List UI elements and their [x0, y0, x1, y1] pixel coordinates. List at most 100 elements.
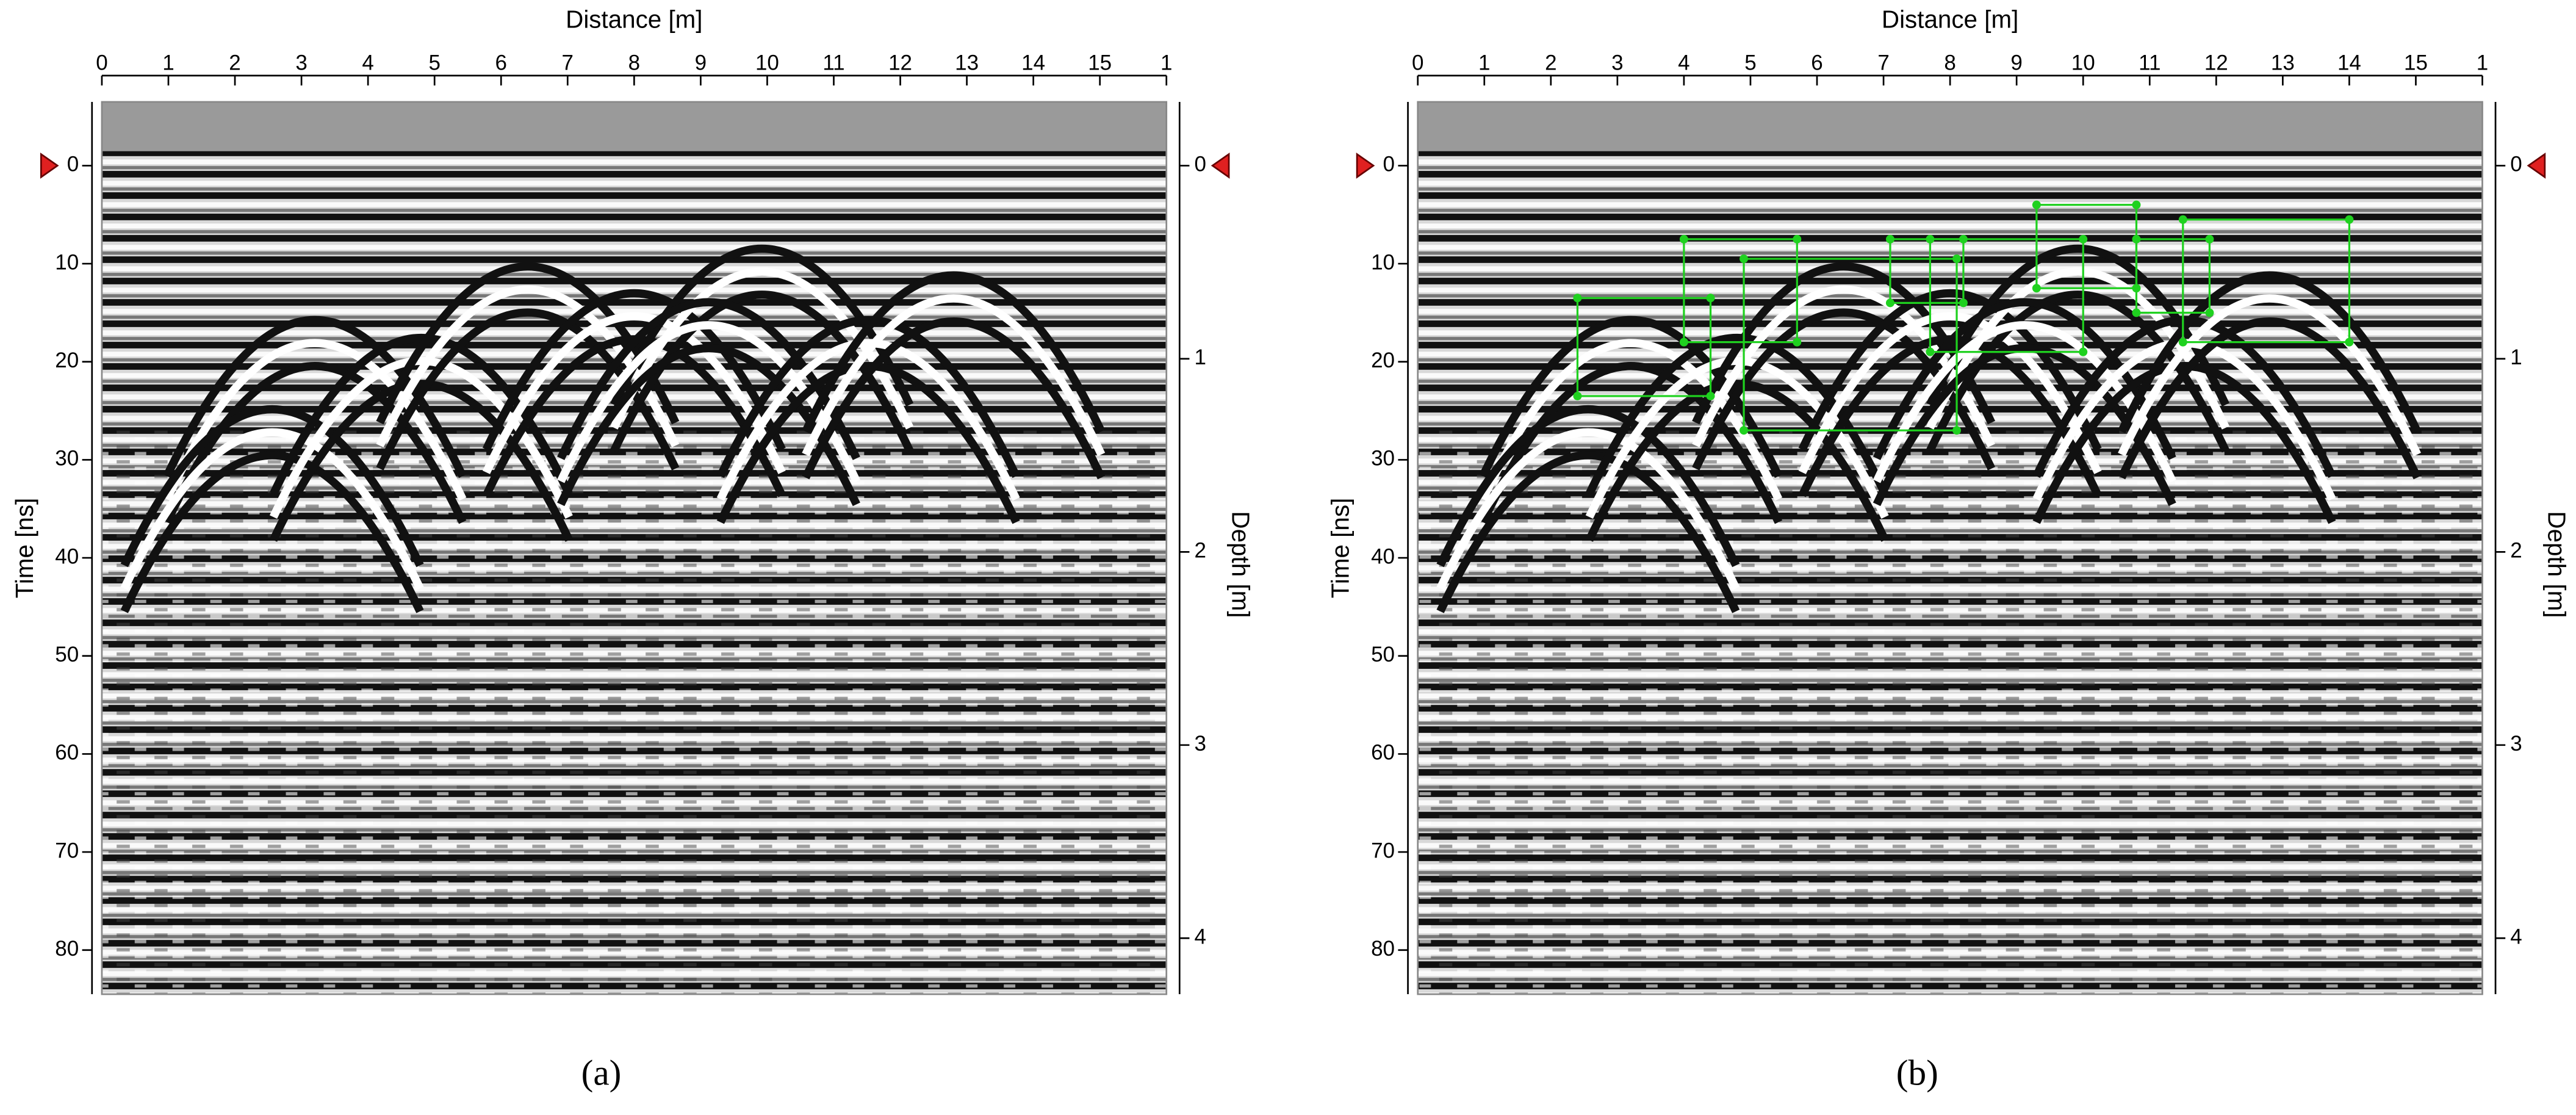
reflection: [120, 428, 424, 590]
x-tick-label: 15: [1088, 51, 1112, 74]
reflection: [1873, 298, 2176, 460]
box-corner: [2345, 215, 2354, 224]
air-band: [101, 101, 1167, 151]
reflection: [120, 451, 424, 613]
x-tick-label: 10: [755, 51, 779, 74]
box-corner: [2032, 200, 2041, 209]
x-tick-label: 1: [2477, 51, 2488, 74]
x-axis-title: Distance [m]: [566, 5, 702, 34]
x-tick-label: 11: [822, 51, 844, 74]
box-corner: [1573, 391, 1582, 400]
box-corner: [1952, 426, 1962, 435]
y-tick-label: 60: [1371, 741, 1395, 765]
detection-box: [1743, 258, 1958, 431]
y2-axis-title: Depth [m]: [2542, 511, 2571, 618]
y-tick-label: 50: [1371, 643, 1395, 666]
reflection: [1436, 428, 1740, 590]
x-tick-label: 11: [2139, 51, 2160, 74]
x-tick-label: 3: [295, 51, 307, 74]
plot-frame: [101, 101, 1168, 995]
plot-frame: [1417, 101, 2483, 995]
x-tick-label: 1: [1478, 51, 1490, 74]
detection-box: [2182, 218, 2351, 344]
box-corner: [2178, 337, 2187, 347]
reflection: [716, 316, 1020, 478]
reflection: [557, 298, 860, 460]
panel: 0 1 2 3 4 5 6 7 8 9 10 11 12 13 14 15 101020304050607080…: [10, 5, 1255, 1093]
detection-box: [2135, 238, 2211, 314]
y-tick-label: 30: [55, 447, 79, 471]
reflection: [2118, 271, 2421, 433]
reflection: [1798, 312, 2102, 474]
reflection: [163, 339, 467, 501]
box-corner: [2345, 337, 2354, 347]
y2-tick-label: 3: [2510, 732, 2522, 756]
box-corner: [2132, 234, 2141, 244]
x-tick-label: 6: [495, 51, 507, 74]
x-tick-label: 8: [628, 51, 640, 74]
panel: 0 1 2 3 4 5 6 7 8 9 10 11 12 13 14 15 101020304050607080…: [1326, 5, 2571, 1093]
y-tick-label: 80: [1371, 937, 1395, 961]
x-axis-title: Distance [m]: [1882, 5, 2018, 34]
box-corner: [2132, 200, 2141, 209]
reflection: [269, 356, 573, 519]
box-corner: [1885, 298, 1894, 308]
box-corner: [1885, 234, 1894, 244]
reflection: [1479, 362, 1783, 524]
y2-tick-label: 2: [2510, 539, 2522, 563]
y2-axis-title: Depth [m]: [1227, 511, 1255, 618]
x-tick-label: 9: [2010, 51, 2022, 74]
reflection: [716, 362, 1020, 524]
y-tick-label: 70: [55, 839, 79, 862]
x-tick-label: 0: [96, 51, 107, 74]
detection-box: [1683, 238, 1798, 344]
box-corner: [1926, 234, 1935, 244]
reflection: [2118, 317, 2421, 480]
reflection: [557, 321, 860, 483]
box-corner: [2205, 308, 2214, 317]
noise: [101, 430, 1167, 995]
reflection: [1585, 356, 1889, 519]
detection-box: [1576, 297, 1712, 397]
y-tick-label: 70: [1371, 839, 1395, 862]
x-tick-label: 3: [1611, 51, 1623, 74]
x-tick-label: 5: [1744, 51, 1756, 74]
y2-tick-label: 4: [1195, 925, 1206, 949]
y2-tick-label: 0: [2510, 153, 2522, 176]
x-tick-label: 4: [1678, 51, 1689, 74]
noise: [1417, 430, 2483, 995]
y-tick-label: 10: [1371, 250, 1395, 274]
y-tick-label: 40: [55, 544, 79, 568]
reflection: [1436, 405, 1740, 568]
y2-tick-label: 2: [1195, 539, 1206, 563]
y-tick-label: 0: [67, 153, 79, 176]
x-tick-label: 14: [2337, 51, 2361, 74]
reflection: [2032, 362, 2336, 524]
box-corner: [1740, 426, 1749, 435]
x-tick-label: 7: [1877, 51, 1889, 74]
reflection: [802, 294, 1106, 456]
x-tick-label: 13: [2271, 51, 2295, 74]
reflection: [120, 405, 424, 568]
panel-label: (b): [1896, 1052, 1938, 1092]
x-tick-label: 12: [888, 51, 912, 74]
reflection: [2032, 316, 2336, 478]
box-corner: [1952, 254, 1962, 264]
y-tick-label: 50: [55, 643, 79, 666]
y2-tick-label: 4: [2510, 925, 2522, 949]
reflection: [269, 380, 573, 542]
y-tick-label: 10: [55, 250, 79, 274]
zero-marker: [2527, 152, 2546, 179]
x-tick-label: 8: [1944, 51, 1955, 74]
box-corner: [1740, 254, 1749, 264]
y-tick-label: 40: [1371, 544, 1395, 568]
x-tick-label: 10: [2071, 51, 2095, 74]
reflection: [1873, 321, 2176, 483]
reflection: [1436, 451, 1740, 613]
y2-tick-label: 1: [2510, 345, 2522, 369]
box-corner: [1679, 337, 1688, 347]
y-tick-label: 20: [55, 348, 79, 372]
x-tick-label: 1: [162, 51, 174, 74]
box-corner: [2205, 234, 2214, 244]
reflection: [1873, 344, 2176, 507]
